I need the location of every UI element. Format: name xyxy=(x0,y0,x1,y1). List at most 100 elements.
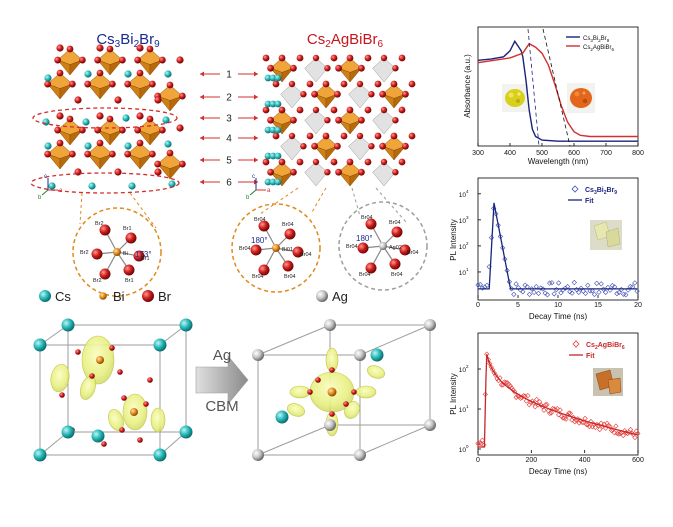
zoom-line-left-2 xyxy=(129,192,157,229)
br-atom xyxy=(114,168,122,176)
br-atom xyxy=(59,392,65,398)
pl-decay-1-legend: Cs3Bi2Br9 Fit xyxy=(568,185,617,205)
data-point-marker xyxy=(567,289,573,295)
x-tick-label: 800 xyxy=(632,150,644,157)
absorbance-series-line-1 xyxy=(477,39,638,142)
data-point-marker xyxy=(585,282,591,288)
right-arrow-icon xyxy=(195,355,249,405)
data-point-marker xyxy=(598,281,604,287)
br-atom xyxy=(398,158,406,166)
data-point-marker xyxy=(616,289,622,296)
y-tick-exponent: 2 xyxy=(466,241,469,246)
br-atom xyxy=(74,96,82,104)
absorbance-series-line-2 xyxy=(477,42,638,138)
br-atom xyxy=(262,158,270,166)
cs-atom xyxy=(44,142,52,150)
br-atom xyxy=(391,226,403,238)
data-point-marker xyxy=(503,379,509,386)
bi-octahedron xyxy=(267,106,297,135)
layer-number: 3 xyxy=(226,114,232,125)
data-point-marker xyxy=(587,288,593,294)
data-point-marker xyxy=(487,361,493,367)
br-atom xyxy=(408,132,416,140)
data-point-marker xyxy=(547,410,553,417)
arrow-label-ag: Ag xyxy=(213,347,231,364)
br-atom xyxy=(262,106,270,114)
br-atom xyxy=(306,132,314,140)
orbital-lobe xyxy=(50,363,70,393)
fit-curve xyxy=(478,202,638,290)
br-atom xyxy=(315,377,321,383)
arrowhead-left-icon xyxy=(200,135,204,141)
left-structure-title: Cs3Bi2Br9 xyxy=(96,31,160,50)
y-tick-label: 10 xyxy=(459,407,467,414)
data-point-marker xyxy=(611,430,618,436)
layer-number: 1 xyxy=(226,70,232,81)
arrowhead-left-icon xyxy=(200,71,204,77)
data-point-marker xyxy=(589,288,595,294)
data-point-marker xyxy=(561,415,568,421)
y-tick-label: 10 xyxy=(459,192,467,199)
data-point-marker xyxy=(614,290,620,297)
center-atom-label: Bi xyxy=(123,251,128,257)
absorbance-chart: 300 400 500 600 700 800 Cs3Bi2Br9 Cs2AgBiBr6 … xyxy=(463,26,644,166)
br-atom xyxy=(408,80,416,88)
svg-text:b: b xyxy=(38,195,42,201)
atom-label: Br04 xyxy=(359,272,371,278)
layer-number-arrows: 1 2 3 4 5 6 xyxy=(200,70,258,189)
data-point-marker xyxy=(492,372,499,378)
arrowhead-right-icon xyxy=(254,71,258,77)
y-tick-exponent: 0 xyxy=(466,444,469,449)
arrowhead-left-icon xyxy=(200,157,204,163)
bi-octahedron xyxy=(379,80,409,109)
data-point-marker xyxy=(562,285,568,291)
br-atom xyxy=(365,262,377,274)
cs2agbibr6-powder-photo xyxy=(567,83,595,113)
br-atom xyxy=(123,264,135,276)
x-tick-label: 600 xyxy=(568,150,580,157)
cs-atom xyxy=(33,338,47,352)
absorbance-y-axis-label: Absorbance (a.u.) xyxy=(463,54,472,118)
br-atom xyxy=(343,401,349,407)
data-point-marker xyxy=(613,423,619,429)
ag-octahedron xyxy=(348,80,375,109)
data-point-marker xyxy=(529,398,535,404)
br-atom xyxy=(250,244,262,256)
br-atom xyxy=(262,54,270,62)
data-point-marker xyxy=(632,280,638,286)
bi-octahedron xyxy=(124,69,156,100)
data-point-marker xyxy=(526,291,533,298)
bi-octahedron xyxy=(154,149,186,180)
atom-label: Br04 xyxy=(391,272,403,278)
br-atom xyxy=(357,242,369,254)
data-point-marker xyxy=(476,440,483,446)
arrow-label-cbm: CBM xyxy=(205,398,238,415)
data-point-marker xyxy=(563,416,569,422)
cs3bi2br9-structure xyxy=(42,44,186,190)
atom-label: Br2 xyxy=(93,278,102,284)
center-atom-label: Bi01 xyxy=(282,247,293,253)
br-atom xyxy=(176,56,184,64)
br-atom xyxy=(96,112,104,120)
cs-atom xyxy=(153,338,167,352)
layer-number: 5 xyxy=(226,156,232,167)
ag-atom xyxy=(354,449,366,461)
bi-atom xyxy=(130,408,138,416)
bi-octahedron xyxy=(84,69,116,100)
cs-atom xyxy=(264,100,272,108)
bi-octahedron xyxy=(311,132,341,161)
cs2agbibr6-structure xyxy=(262,54,416,187)
data-point-marker xyxy=(553,407,559,413)
bi-left-angle-label: 173° xyxy=(135,250,152,259)
data-point-marker xyxy=(532,404,538,410)
cs-atom xyxy=(274,178,282,186)
bi-octahedron xyxy=(134,115,166,146)
atom-label: Br04 xyxy=(284,274,296,280)
svg-text:b: b xyxy=(246,195,250,201)
x-tick-label: 10 xyxy=(554,302,562,309)
bi-atom xyxy=(327,387,337,397)
y-tick-exponent: 1 xyxy=(466,404,469,409)
pl2-legend-fit: Fit xyxy=(586,353,595,360)
data-point-marker xyxy=(608,427,615,433)
